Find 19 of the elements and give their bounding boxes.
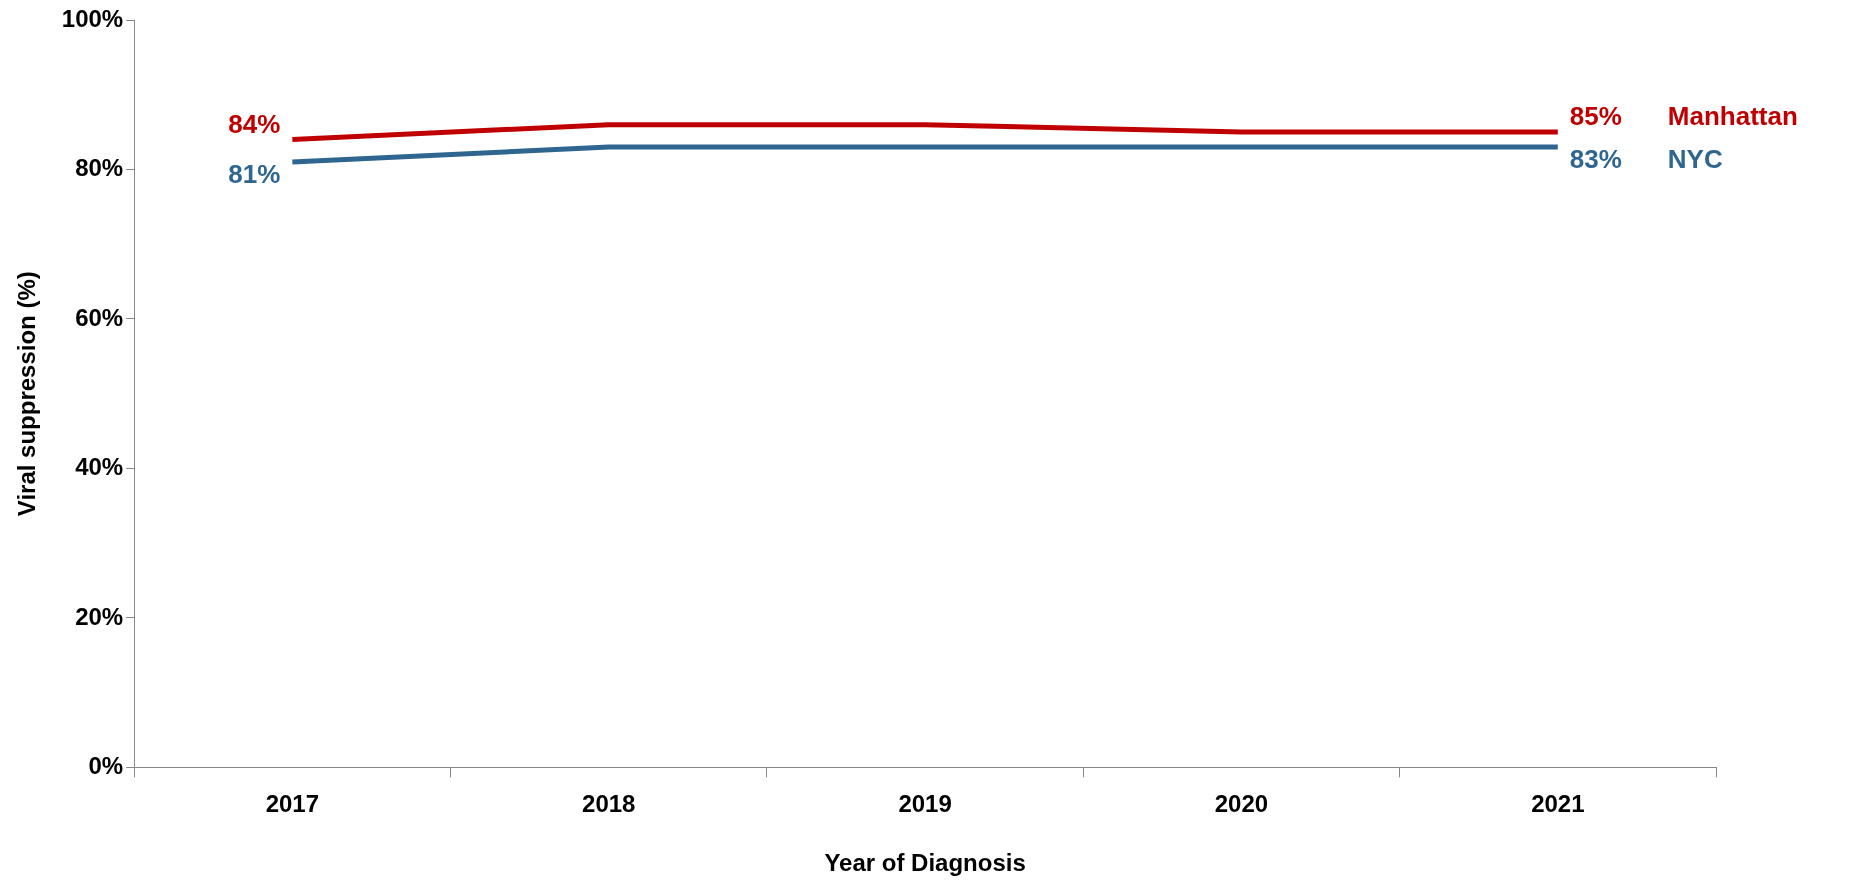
x-tick-label: 2019 bbox=[898, 790, 952, 818]
y-tick-label: 0% bbox=[88, 752, 124, 780]
data-label: 85% bbox=[1569, 101, 1622, 132]
x-tick-label: 2020 bbox=[1214, 790, 1269, 818]
text: NYC bbox=[1667, 144, 1723, 175]
x-tick-label: 2018 bbox=[582, 790, 636, 818]
y-tick-label: 80% bbox=[75, 154, 124, 182]
x-axis-title: Year of Diagnosis bbox=[824, 849, 1026, 877]
y-tick-label: 20% bbox=[75, 602, 124, 630]
x-tick-label: 2021 bbox=[1531, 790, 1585, 818]
y-tick-label: 60% bbox=[75, 303, 124, 331]
data-label: 83% bbox=[1569, 144, 1622, 175]
y-tick-label: 100% bbox=[61, 4, 124, 32]
data-label: 81% bbox=[228, 159, 281, 190]
data-label: 84% bbox=[228, 108, 281, 139]
y-axis-title: Viral suppression (%) bbox=[13, 271, 41, 517]
text: Manhattan bbox=[1667, 101, 1798, 132]
x-tick-label: 2017 bbox=[265, 790, 320, 818]
y-tick-label: 40% bbox=[75, 453, 124, 481]
